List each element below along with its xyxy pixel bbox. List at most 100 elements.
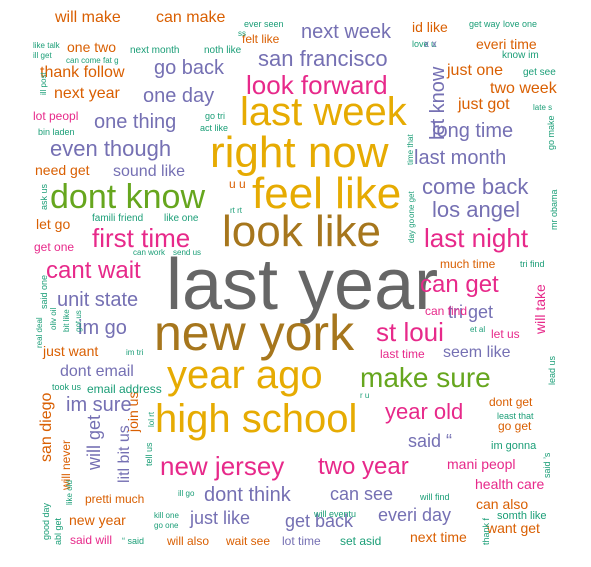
- word: can see: [330, 484, 394, 504]
- word: ever seen: [244, 19, 284, 29]
- word: wait see: [226, 534, 271, 548]
- word: last month: [414, 147, 507, 169]
- word: tri get: [448, 302, 494, 322]
- word: dont get: [489, 395, 533, 409]
- word: im sure: [66, 394, 132, 416]
- word: one two: [67, 39, 117, 55]
- word: real deal: [35, 317, 44, 348]
- word: bit like: [62, 309, 71, 332]
- word: fat g: [103, 56, 119, 65]
- word: sound like: [113, 163, 186, 180]
- word: get way: [469, 19, 501, 29]
- word: last year: [166, 245, 439, 325]
- word: will eventu: [314, 509, 357, 519]
- word: oliv oil: [49, 307, 58, 330]
- word: long time: [432, 120, 514, 142]
- word: said one: [39, 274, 49, 309]
- word: last night: [424, 223, 529, 253]
- word: right now: [210, 128, 389, 177]
- word: los angel: [432, 197, 521, 222]
- word: act like: [200, 123, 229, 133]
- word: dont email: [60, 363, 134, 380]
- word: let go: [36, 216, 71, 232]
- word: abl get: [53, 517, 63, 545]
- word: new york: [154, 305, 355, 361]
- word: high school: [155, 397, 358, 441]
- word: least that: [497, 411, 534, 421]
- word: tell us: [144, 442, 154, 466]
- word: thank follow: [40, 64, 125, 81]
- word: can make: [156, 9, 226, 26]
- word: one get: [407, 191, 416, 218]
- word: im go: [78, 317, 127, 339]
- word: will make: [55, 9, 121, 26]
- word: love one: [503, 19, 538, 29]
- word: got us: [74, 310, 83, 332]
- word: can find: [425, 304, 468, 318]
- word: next year: [54, 85, 120, 102]
- word: time that: [406, 134, 415, 165]
- word: seem like: [443, 344, 511, 361]
- word: san diego: [38, 392, 55, 462]
- word: join us: [125, 391, 141, 432]
- word: need get: [35, 162, 90, 178]
- word: look forward: [246, 70, 388, 100]
- word: next week: [301, 21, 392, 43]
- word: pretti much: [85, 492, 145, 506]
- word: love u: [412, 39, 437, 49]
- word: can work: [133, 248, 166, 257]
- word: ill go: [178, 489, 195, 498]
- word: just got: [458, 96, 510, 113]
- word: new year: [69, 512, 126, 528]
- word: said will: [70, 533, 113, 547]
- word: first time: [92, 223, 191, 253]
- word: everi day: [378, 505, 452, 525]
- word: get see: [523, 67, 556, 78]
- word: ask us: [39, 183, 49, 210]
- word: get back: [285, 511, 354, 531]
- word: felt like: [242, 32, 280, 46]
- word: one day: [143, 85, 215, 107]
- word: day go: [407, 218, 416, 243]
- word: like one: [164, 213, 199, 224]
- word: will also: [167, 534, 210, 548]
- word: let know: [427, 66, 449, 140]
- word: im tri: [126, 348, 144, 357]
- word: will find: [420, 492, 450, 502]
- word: much time: [440, 257, 496, 271]
- word: litl bit us: [116, 425, 133, 483]
- word: took us: [52, 382, 82, 392]
- word: lot time: [282, 534, 321, 548]
- word: go tri: [205, 111, 226, 121]
- word: just like: [190, 508, 251, 528]
- word: feel like: [252, 169, 402, 218]
- word: lead us: [547, 355, 557, 385]
- word: et al: [470, 325, 486, 334]
- word: good day: [41, 502, 51, 540]
- word: said ’s: [542, 452, 552, 478]
- word: lot peopl: [33, 109, 79, 123]
- word: let us: [491, 327, 520, 341]
- word: x x: [424, 39, 437, 50]
- word: like talk: [33, 41, 60, 50]
- word: just one: [447, 62, 504, 79]
- word: like old: [65, 480, 74, 505]
- word: ill post: [39, 72, 48, 95]
- word: know im: [502, 50, 539, 61]
- word: noth like: [204, 45, 242, 56]
- word: next time: [410, 529, 467, 545]
- word: can get: [420, 271, 499, 298]
- word: rt rt: [230, 206, 242, 215]
- word: two year: [318, 453, 409, 480]
- word: come back: [422, 174, 529, 199]
- word: new jersey: [160, 451, 285, 481]
- word: unit state: [57, 289, 139, 311]
- word: tri find: [520, 259, 545, 269]
- word: st loui: [376, 317, 444, 347]
- word: one thing: [94, 111, 177, 133]
- word: “ said: [122, 536, 145, 546]
- word: go make: [546, 115, 556, 150]
- word: r u: [360, 391, 370, 400]
- word: want get: [487, 520, 540, 536]
- word: go back: [154, 57, 225, 79]
